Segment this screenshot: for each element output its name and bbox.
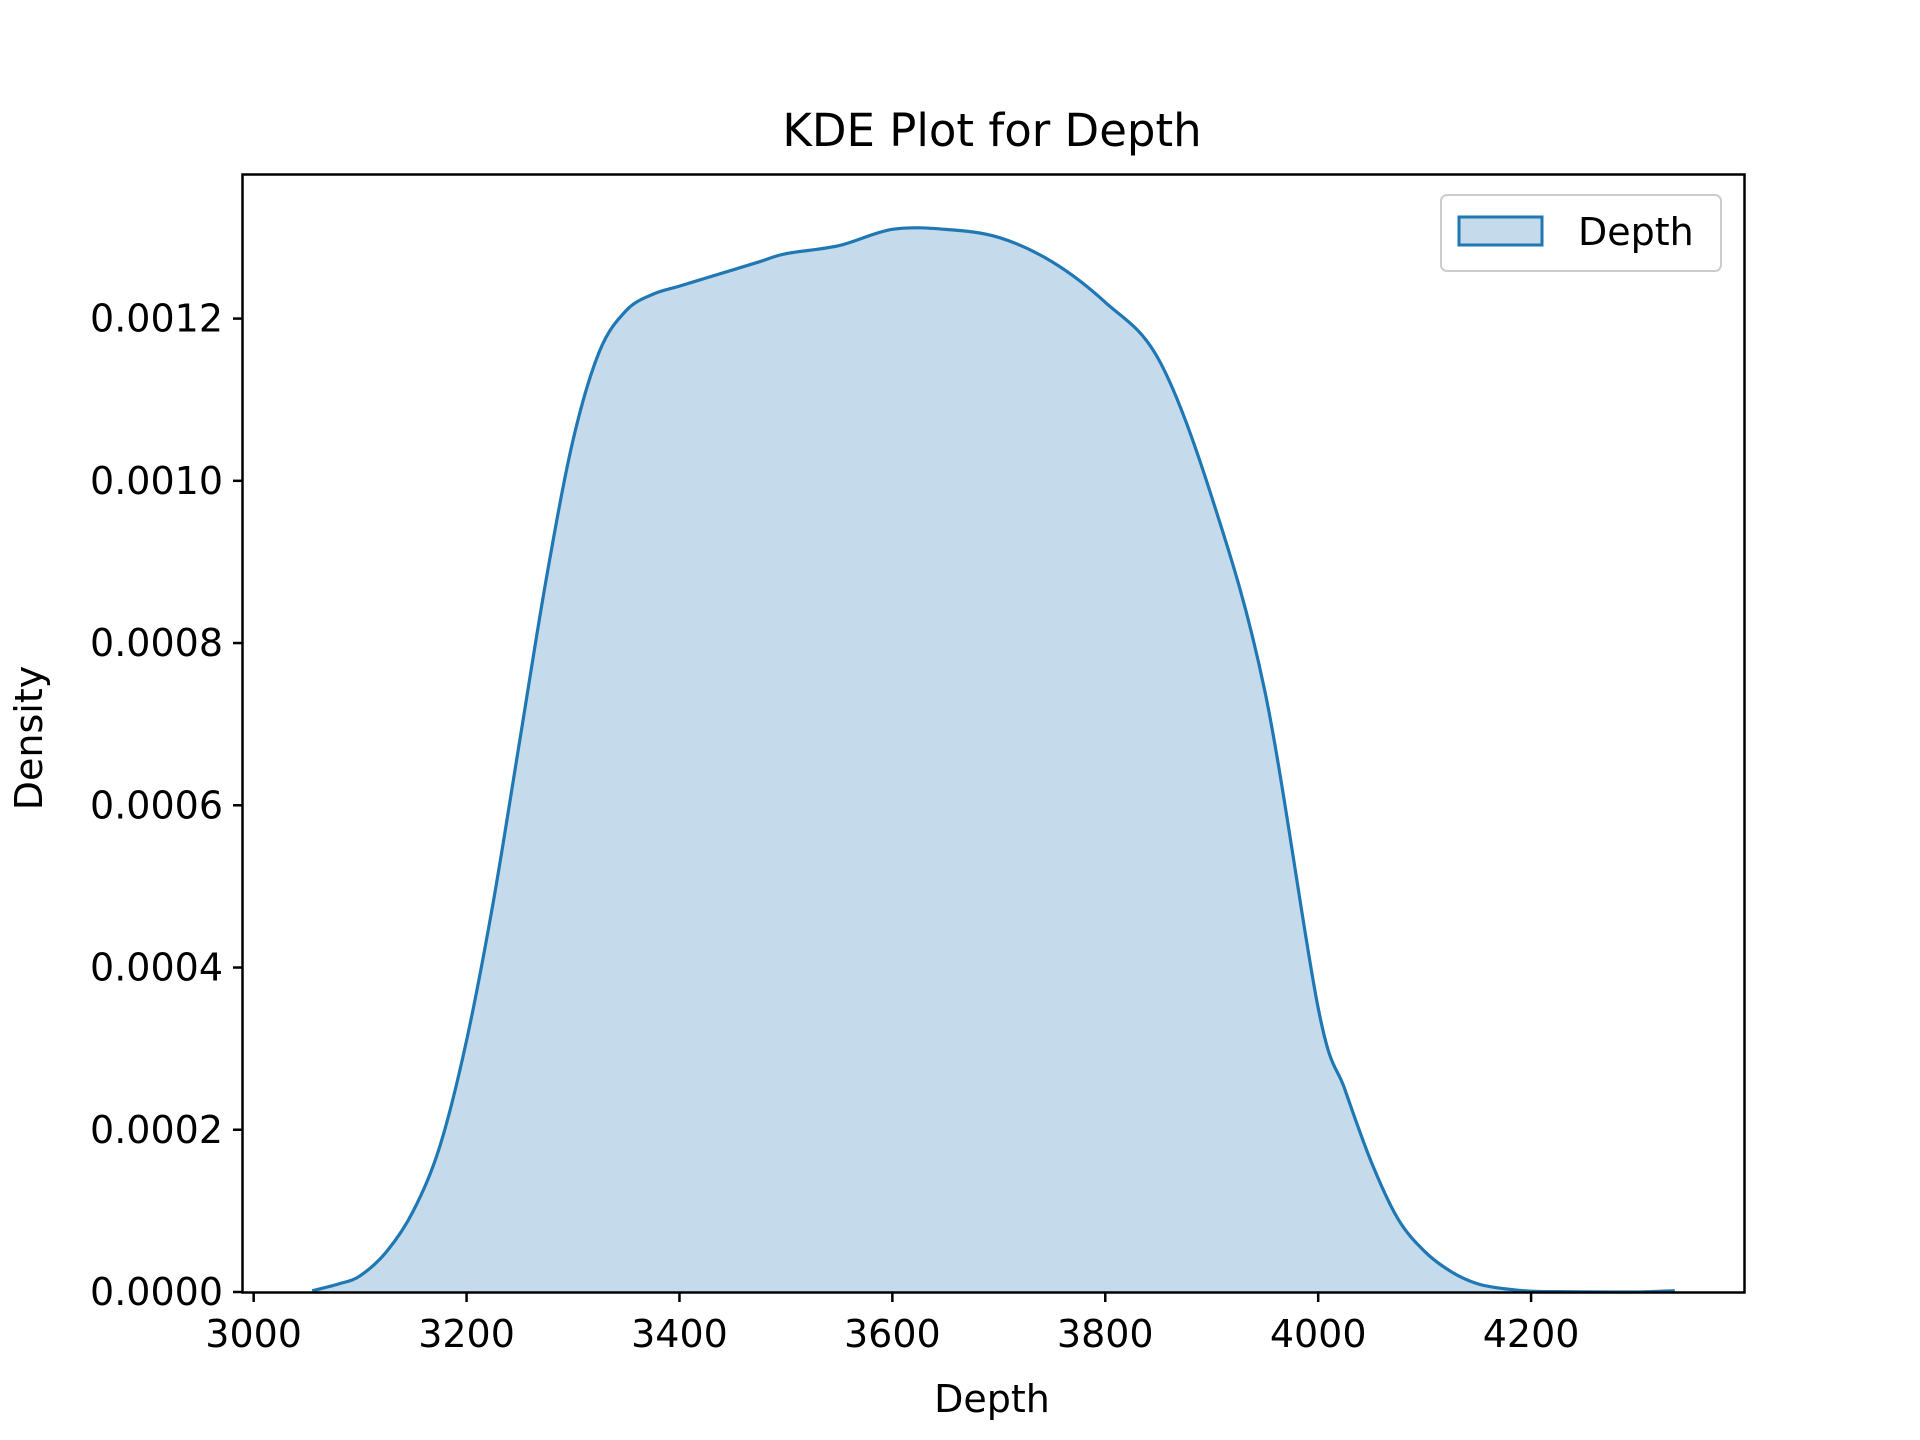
x-axis-label: Depth: [934, 1377, 1050, 1421]
y-tick-label: 0.0000: [90, 1270, 223, 1314]
legend-swatch: [1457, 215, 1544, 247]
x-tick-label: 3800: [1057, 1312, 1154, 1356]
x-tick-label: 3200: [418, 1312, 515, 1356]
x-tick-label: 4200: [1483, 1312, 1580, 1356]
y-tick-label: 0.0004: [90, 946, 223, 990]
y-tick-label: 0.0012: [90, 297, 223, 341]
y-axis-label: Density: [7, 666, 51, 810]
x-tick-label: 4000: [1270, 1312, 1367, 1356]
y-tick-label: 0.0006: [90, 783, 223, 827]
legend: Depth: [1440, 194, 1722, 272]
legend-label: Depth: [1578, 210, 1694, 254]
x-axis: 3000 3200 3400 3600 3800 4000 4200: [205, 1292, 1579, 1356]
y-tick-label: 0.0010: [90, 459, 223, 503]
axes-frame: [241, 173, 1746, 1294]
x-tick-label: 3600: [844, 1312, 941, 1356]
x-tick-label: 3400: [631, 1312, 728, 1356]
kde-area: [312, 227, 1675, 1293]
chart-title: KDE Plot for Depth: [782, 104, 1201, 157]
x-tick-label: 3000: [205, 1312, 302, 1356]
y-tick-label: 0.0002: [90, 1108, 223, 1152]
kde-line: [311, 226, 1675, 1294]
legend-frame: [1440, 194, 1722, 272]
y-axis: 0.0000 0.0002 0.0004 0.0006 0.0008 0.0010 0.00…: [90, 297, 243, 1314]
plot-area: [311, 226, 1675, 1294]
y-tick-label: 0.0008: [90, 621, 223, 665]
